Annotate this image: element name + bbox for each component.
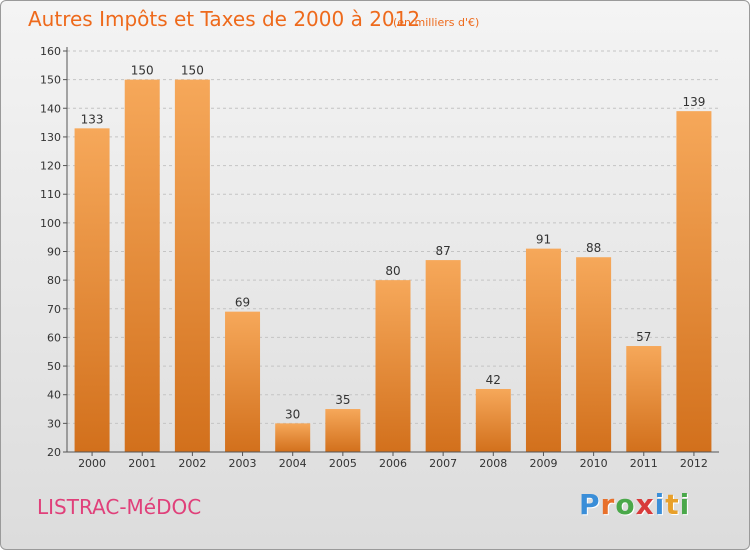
bar-2004 (275, 423, 311, 452)
bar-2001 (124, 79, 160, 453)
y-tick-label: 130 (40, 131, 61, 144)
y-tick-label: 120 (40, 160, 61, 173)
logo-letter: i (654, 488, 666, 521)
bar-value-label: 150 (181, 64, 204, 78)
bar-value-label: 30 (285, 407, 300, 421)
y-tick-label: 110 (40, 188, 61, 201)
bar-value-label: 80 (385, 264, 400, 278)
y-tick-label: 20 (47, 446, 61, 459)
proxiti-logo: Proxiti (579, 488, 690, 521)
x-tick-label: 2010 (580, 457, 608, 470)
bar-2005 (325, 409, 361, 452)
y-tick-label: 90 (47, 246, 61, 259)
bar-2010 (576, 257, 612, 452)
y-tick-label: 50 (47, 360, 61, 373)
axes: 20 30 40 50 60 70 80 90 100 110 120 130 140 150 160 200… (40, 45, 719, 470)
bar-2002 (174, 79, 210, 453)
bar-value-label: 42 (486, 373, 501, 387)
y-tick-label: 150 (40, 74, 61, 87)
bar-value-label: 139 (682, 95, 705, 109)
chart-unit-note: (en milliers d'€) (393, 16, 480, 29)
bar-value-label: 150 (131, 64, 154, 78)
y-tick-label: 70 (47, 303, 61, 316)
x-tick-label: 2000 (78, 457, 106, 470)
logo-letter: o (615, 488, 636, 521)
bar-2012 (676, 111, 712, 453)
bar-value-label: 88 (586, 241, 601, 255)
y-tick-label: 160 (40, 45, 61, 58)
logo-letter: x (635, 488, 655, 521)
y-tick-label: 140 (40, 102, 61, 115)
y-tick-label: 60 (47, 331, 61, 344)
y-tick-label: 30 (47, 417, 61, 430)
bar-2007 (425, 260, 461, 452)
x-tick-label: 2003 (229, 457, 257, 470)
bar-value-label: 57 (636, 330, 651, 344)
x-tick-label: 2001 (128, 457, 156, 470)
logo-letter: r (600, 488, 616, 521)
y-tick-label: 100 (40, 217, 61, 230)
bar-value-label: 69 (235, 296, 250, 310)
commune-name: LISTRAC-MéDOC (37, 495, 202, 519)
bar-2009 (525, 248, 561, 452)
x-tick-label: 2004 (279, 457, 307, 470)
x-tick-label: 2007 (429, 457, 457, 470)
x-tick-label: 2005 (329, 457, 357, 470)
chart-title: Autres Impôts et Taxes de 2000 à 2012 (28, 7, 421, 31)
x-tick-label: 2009 (529, 457, 557, 470)
x-tick-label: 2012 (680, 457, 708, 470)
bar-value-label: 35 (335, 393, 350, 407)
y-tick-label: 40 (47, 389, 61, 402)
bars: 133 150 150 69 30 35 80 87 42 91 88 57 139 (74, 64, 712, 453)
x-tick-label: 2011 (630, 457, 658, 470)
bar-value-label: 87 (436, 244, 451, 258)
logo-letter: i (679, 488, 691, 521)
bar-value-label: 91 (536, 233, 551, 247)
logo-letter: P (579, 488, 601, 521)
x-tick-label: 2006 (379, 457, 407, 470)
y-tick-label: 80 (47, 274, 61, 287)
bar-value-label: 133 (81, 112, 104, 126)
x-tick-label: 2002 (178, 457, 206, 470)
bar-2008 (475, 388, 511, 452)
bar-2006 (375, 280, 411, 452)
bar-2011 (626, 346, 662, 452)
x-tick-label: 2008 (479, 457, 507, 470)
bar-2003 (225, 311, 261, 452)
bar-2000 (74, 128, 110, 452)
logo-letter: t (665, 488, 680, 521)
